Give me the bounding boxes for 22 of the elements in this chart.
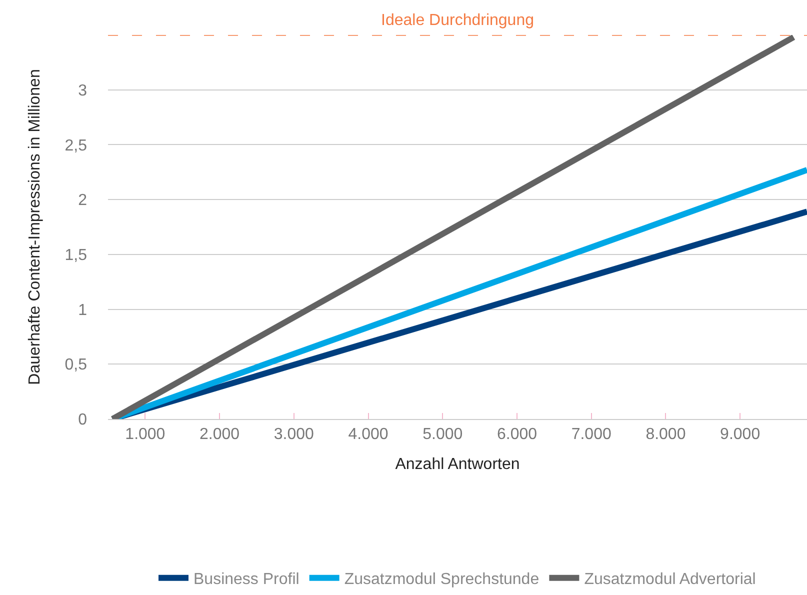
ref-line-label: Ideale Durchdringung	[381, 12, 534, 29]
y-tick-label: 2	[78, 192, 88, 210]
x-tick-label: 5.000	[422, 426, 463, 444]
x-axis-title: Anzahl Antworten	[395, 456, 520, 473]
x-tick-label: 9.000	[720, 426, 760, 444]
y-tick-label: 2,5	[64, 137, 88, 154]
y-tick-label: 3	[78, 82, 88, 100]
y-axis-title: Dauerhafte Content-Impressions in Millionen	[26, 69, 44, 385]
x-tick-label: 8.000	[646, 426, 686, 444]
legend-label: Zusatzmodul Advertorial	[584, 571, 756, 588]
y-tick-label: 0	[78, 412, 88, 429]
y-tick-label: 1	[78, 302, 88, 319]
x-tick-label: 4.000	[348, 426, 388, 444]
y-tick-label: 1,5	[64, 247, 88, 264]
y-tick-label: 0,5	[64, 356, 88, 374]
x-tick-label: 7.000	[571, 426, 612, 444]
x-tick-label: 1.000	[125, 426, 166, 444]
x-tick-label: 6.000	[496, 426, 538, 444]
x-tick-label: 3.000	[274, 426, 314, 444]
x-tick-label: 2.000	[200, 426, 240, 444]
legend-label: Business Profil	[194, 571, 300, 588]
legend-label: Zusatzmodul Sprechstunde	[344, 571, 540, 588]
